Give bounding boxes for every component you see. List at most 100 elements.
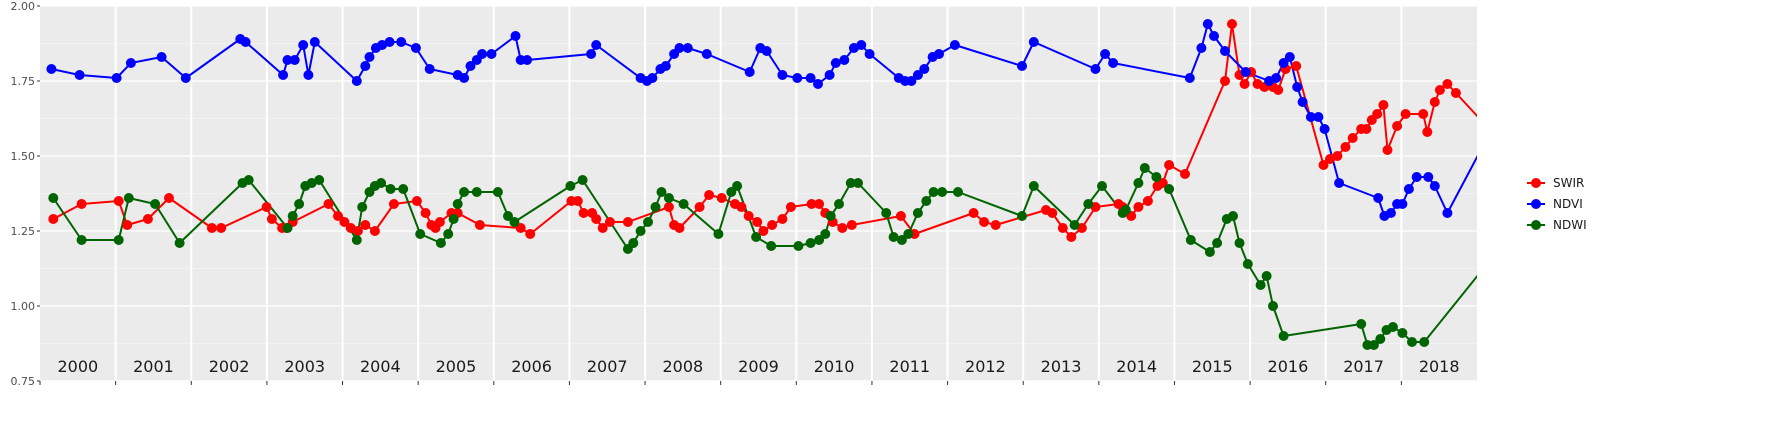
year-label: 2013	[1041, 357, 1082, 376]
data-point-ndvi	[949, 40, 960, 50]
data-point-swir	[360, 220, 371, 230]
data-point-ndvi	[1278, 58, 1289, 68]
year-labels: 2000 2001 2002 2003 2004 2005 2006 2007 2008 2009…	[57, 357, 1459, 376]
data-point-ndvi	[410, 43, 421, 53]
data-point-ndvi	[1220, 46, 1230, 56]
data-point-ndvi	[240, 37, 251, 47]
data-point-ndwi	[1407, 337, 1417, 347]
data-point-ndwi	[1387, 322, 1398, 332]
data-point-ndwi	[853, 178, 863, 188]
data-point-swir	[1239, 79, 1250, 89]
data-point-ndvi	[864, 49, 875, 59]
data-point-swir	[968, 208, 979, 218]
y-tick-label: 2.00	[11, 0, 36, 13]
year-label: 2018	[1419, 357, 1460, 376]
data-point-ndvi	[674, 43, 685, 53]
data-point-swir	[420, 208, 431, 218]
data-point-ndvi	[1184, 73, 1195, 83]
data-point-ndwi	[443, 229, 454, 239]
data-point-swir	[1318, 160, 1329, 170]
data-point-swir	[1347, 133, 1358, 143]
legend-item-swir: SWIR	[1527, 176, 1584, 190]
data-point-ndvi	[1442, 208, 1453, 218]
data-point-ndwi	[1268, 301, 1278, 311]
data-point-ndwi	[492, 187, 503, 197]
y-tick-label: 1.00	[11, 300, 36, 313]
data-point-ndwi	[825, 211, 836, 221]
data-point-ndwi	[1139, 163, 1150, 173]
legend-item-ndvi: NDVI	[1527, 197, 1583, 211]
data-point-ndwi	[903, 229, 914, 239]
x-axis-ticks	[39, 381, 1402, 385]
legend-label: SWIR	[1553, 176, 1584, 190]
data-point-ndwi	[1097, 181, 1107, 191]
data-point-ndwi	[912, 208, 923, 218]
data-point-ndwi	[113, 235, 124, 245]
legend-key-point	[1531, 199, 1541, 209]
data-point-ndwi	[793, 241, 804, 251]
data-point-ndvi	[1397, 199, 1408, 209]
data-point-ndwi	[1164, 184, 1175, 194]
data-point-swir	[1133, 202, 1144, 212]
data-point-ndwi	[820, 229, 831, 239]
data-point-swir	[1442, 79, 1453, 89]
data-point-ndwi	[376, 178, 387, 188]
plot-panel	[40, 5, 1477, 382]
data-point-swir	[1332, 151, 1343, 161]
data-point-ndvi	[510, 31, 521, 41]
data-point-ndwi	[452, 199, 463, 209]
data-point-ndwi	[76, 235, 87, 245]
data-point-ndvi	[156, 52, 167, 62]
data-point-ndvi	[824, 70, 835, 80]
data-point-ndvi	[111, 73, 122, 83]
data-point-ndwi	[577, 175, 588, 185]
data-point-ndwi	[1368, 340, 1379, 350]
data-point-ndwi	[732, 181, 743, 191]
data-point-ndvi	[856, 40, 867, 50]
data-point-ndvi	[586, 49, 597, 59]
data-point-ndvi	[1411, 172, 1422, 182]
data-point-ndwi	[314, 175, 325, 185]
data-point-swir	[785, 202, 796, 212]
data-point-ndvi	[1292, 82, 1303, 92]
data-point-ndwi	[1185, 235, 1196, 245]
data-point-ndvi	[477, 49, 488, 59]
data-point-ndwi	[1242, 259, 1253, 269]
data-point-swir	[1157, 178, 1168, 188]
year-label: 2009	[738, 357, 779, 376]
data-point-ndwi	[643, 217, 653, 227]
data-point-ndvi	[934, 49, 944, 59]
data-point-swir	[434, 217, 445, 227]
year-label: 2006	[511, 357, 552, 376]
data-point-ndwi	[1228, 211, 1238, 221]
data-point-swir	[806, 199, 817, 209]
data-point-ndwi	[1261, 271, 1272, 281]
data-point-ndvi	[919, 64, 930, 74]
data-point-ndwi	[1204, 247, 1215, 257]
data-point-ndvi	[839, 55, 850, 65]
data-point-ndwi	[1069, 220, 1080, 230]
year-label: 2016	[1268, 357, 1309, 376]
data-point-swir	[261, 202, 272, 212]
legend-label: NDVI	[1553, 197, 1583, 211]
year-label: 2008	[663, 357, 704, 376]
data-point-ndvi	[813, 79, 823, 89]
data-point-ndvi	[1373, 193, 1384, 203]
data-point-swir	[206, 223, 217, 233]
data-point-ndvi	[830, 58, 841, 68]
data-point-ndvi	[351, 76, 362, 86]
year-label: 2005	[436, 357, 477, 376]
data-point-swir	[1220, 76, 1230, 86]
data-point-ndvi	[459, 73, 470, 83]
data-point-ndwi	[713, 229, 724, 239]
data-point-swir	[604, 217, 615, 227]
data-point-ndvi	[303, 70, 314, 80]
year-label: 2012	[965, 357, 1006, 376]
data-point-ndwi	[48, 193, 59, 203]
y-tick-label: 1.25	[11, 225, 36, 238]
data-point-swir	[113, 196, 124, 206]
data-point-swir	[122, 220, 133, 230]
data-point-ndvi	[360, 61, 371, 71]
data-point-ndwi	[415, 229, 426, 239]
data-point-swir	[1164, 160, 1175, 170]
